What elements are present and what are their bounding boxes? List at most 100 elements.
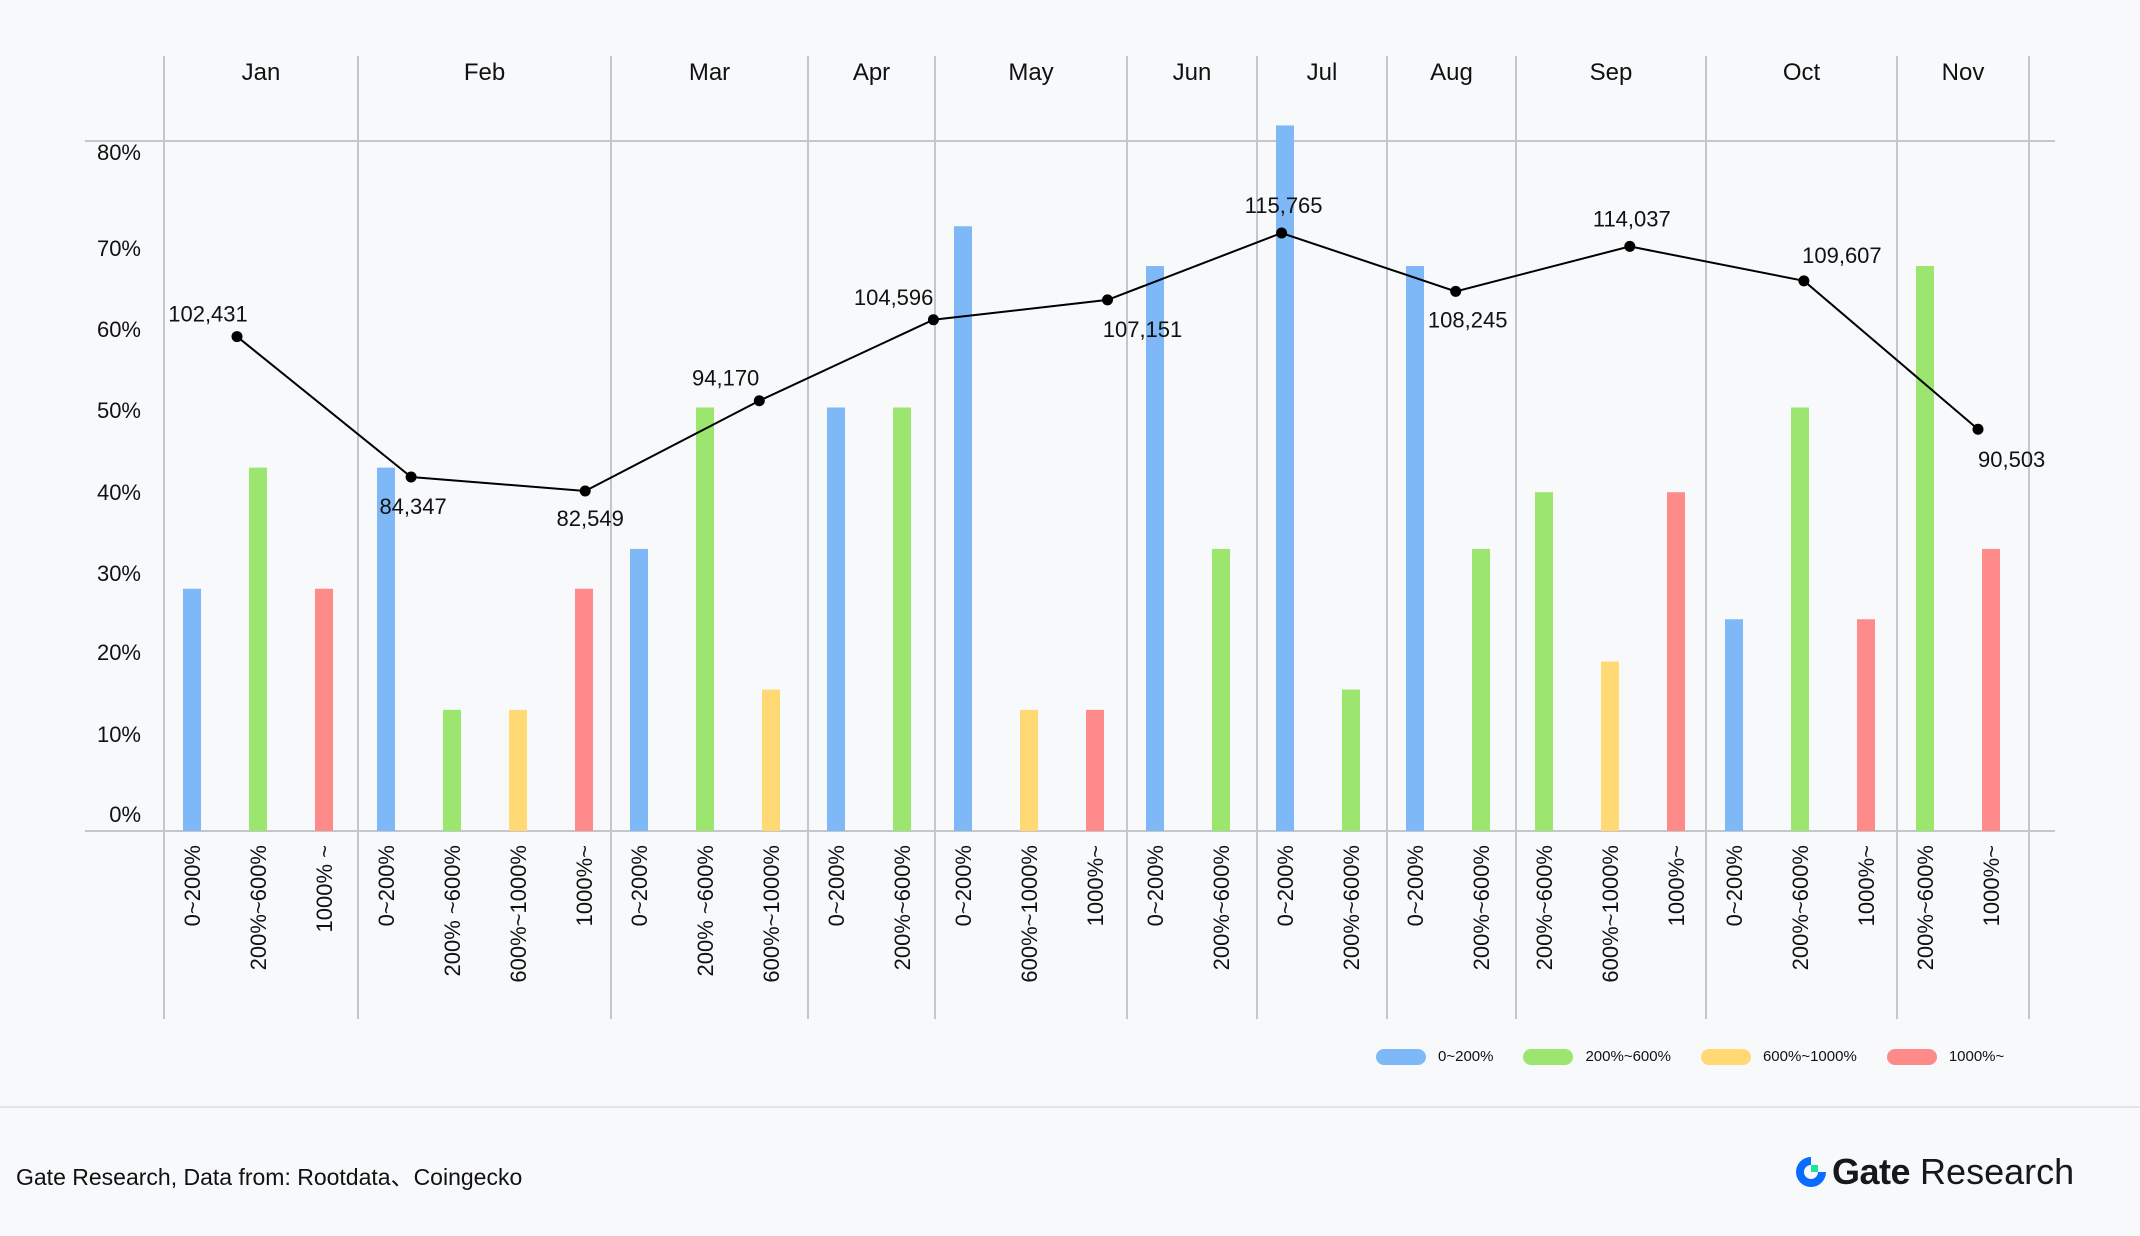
category-label: 0~200% (951, 845, 976, 926)
line-point-label: 109,607 (1802, 243, 1882, 268)
line-point-label: 94,170 (692, 366, 759, 391)
category-label: 600%~1000% (1598, 845, 1623, 983)
line-point-label: 82,549 (557, 506, 624, 531)
bar-jun-0 (1146, 266, 1164, 831)
category-label: 200% ~600% (693, 845, 718, 977)
bar-apr-1 (893, 407, 911, 831)
bar-sep-0 (1535, 492, 1553, 831)
bar-nov-1 (1982, 548, 2000, 831)
bar-sep-1 (1601, 661, 1619, 831)
line-point-label: 115,765 (1245, 193, 1323, 218)
bar-aug-1 (1472, 548, 1490, 831)
legend-swatch-200-600 (1523, 1048, 1574, 1065)
category-label: 1000% ~ (312, 845, 337, 932)
category-label: 0~200% (1722, 845, 1747, 926)
line-point (405, 471, 417, 483)
category-label: 600%~1000% (506, 845, 531, 983)
footer-divider (0, 1106, 2140, 1108)
category-label: 0~200% (1403, 845, 1428, 926)
line-point-label: 108,245 (1428, 307, 1508, 332)
legend-swatch-600-1000 (1700, 1048, 1751, 1065)
category-label: 200%~600% (1913, 845, 1938, 970)
category-label: 0~200% (180, 845, 205, 926)
gate-logo-icon (1796, 1157, 1826, 1187)
line-point (1624, 240, 1636, 252)
line-point-label: 102,431 (168, 302, 248, 327)
bar-feb-2 (509, 709, 527, 831)
month-label-jan: Jan (242, 59, 281, 86)
legend-item-200-600: 200%~600% (1523, 1048, 1671, 1065)
line-point (1972, 423, 1984, 435)
y-tick-label: 50% (97, 398, 141, 423)
category-label: 1000%~ (1083, 845, 1108, 926)
line-point (231, 331, 243, 343)
bar-oct-0 (1725, 619, 1743, 831)
bar-jan-1 (249, 467, 267, 831)
bars (183, 125, 2000, 832)
category-label: 0~200% (1143, 845, 1168, 926)
y-tick-label: 0% (109, 802, 141, 827)
bar-mar-0 (630, 548, 648, 831)
bar-feb-3 (575, 588, 593, 831)
category-label: 200%~600% (890, 845, 915, 970)
month-label-jun: Jun (1173, 59, 1212, 86)
legend-label: 0~200% (1438, 1048, 1494, 1065)
line-point (927, 314, 939, 326)
bar-jul-0 (1276, 125, 1294, 832)
month-label-sep: Sep (1590, 59, 1633, 86)
bar-mar-2 (762, 689, 780, 831)
line-point (1102, 294, 1113, 306)
bar-nov-0 (1916, 266, 1934, 831)
month-label-apr: Apr (853, 59, 890, 86)
y-axis: 80% 70% 60% 50% 40% 30% 20% 10% 0% (97, 140, 141, 827)
y-tick-label: 40% (97, 480, 141, 505)
category-label: 600%~1000% (759, 845, 784, 983)
bar-may-2 (1086, 709, 1104, 831)
line-point (579, 485, 591, 497)
grid-lines (85, 56, 2055, 1019)
line-series: 102,431 84,347 82,549 94,170 104,596 107,151 1… (168, 193, 2045, 531)
month-label-aug: Aug (1430, 59, 1473, 86)
category-label: 200%~600% (1339, 845, 1364, 970)
legend-item-0-200: 0~200% (1376, 1048, 1493, 1065)
line-point (1276, 227, 1288, 239)
bar-may-0 (954, 226, 972, 831)
bar-feb-1 (443, 709, 461, 831)
bar-jan-2 (315, 588, 333, 831)
category-label: 1000%~ (1664, 845, 1689, 926)
line-point-label: 107,151 (1103, 317, 1183, 342)
category-label: 200%~600% (1209, 845, 1234, 970)
brand-gate-text: Gate (1832, 1151, 1911, 1192)
line-point (1450, 285, 1462, 297)
legend: 0~200% 200%~600% 600%~1000% 1000%~ (1376, 1048, 2034, 1065)
month-label-may: May (1008, 59, 1053, 86)
legend-swatch-1000-plus (1886, 1048, 1937, 1065)
bar-jan-0 (183, 588, 201, 831)
line-path (236, 231, 1979, 493)
category-label: 0~200% (627, 845, 652, 926)
bar-jun-1 (1212, 548, 1230, 831)
category-label: 0~200% (824, 845, 849, 926)
category-label: 1000%~ (1979, 845, 2004, 926)
line-point-label: 104,596 (854, 285, 934, 310)
month-label-jul: Jul (1307, 59, 1338, 86)
bar-oct-1 (1791, 407, 1809, 831)
bar-jul-1 (1342, 689, 1360, 831)
line-point-label: 114,037 (1593, 206, 1671, 231)
category-label: 1000%~ (1854, 845, 1879, 926)
line-point-label: 84,347 (379, 494, 446, 519)
category-label: 0~200% (374, 845, 399, 926)
month-header: Jan Feb Mar Apr May Jun Jul Aug Sep Oct Nov (242, 59, 1985, 86)
y-tick-label: 70% (97, 236, 141, 261)
legend-label: 600%~1000% (1762, 1048, 1857, 1065)
data-source-note: Gate Research, Data from: Rootdata、Coing… (16, 1164, 523, 1190)
category-label: 0~200% (1273, 845, 1298, 926)
category-label: 600%~1000% (1017, 845, 1042, 983)
brand-research-text: Research (1920, 1151, 2075, 1192)
legend-label: 1000%~ (1948, 1048, 2005, 1065)
category-label: 200%~600% (1532, 845, 1557, 970)
month-label-nov: Nov (1942, 59, 1985, 86)
y-tick-label: 30% (97, 561, 141, 586)
y-tick-label: 60% (97, 317, 141, 342)
legend-swatch-0-200 (1376, 1048, 1426, 1065)
